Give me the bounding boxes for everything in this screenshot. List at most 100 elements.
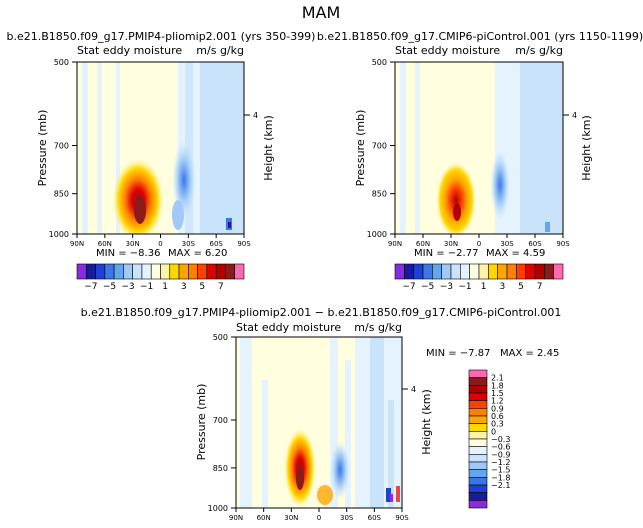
x-tick-label: 30S [340, 514, 354, 522]
colorbar-swatch [468, 385, 488, 394]
colorbar-label: 1 [481, 282, 487, 292]
colorbar-label: 1.2 [491, 397, 504, 406]
colorbar-swatch [468, 369, 488, 378]
colorbar-swatch [450, 263, 461, 280]
panel-1-colorbar: −7 −5 −3 −1 1 3 5 7 [76, 263, 245, 292]
x-tick-label: 30S [182, 240, 196, 248]
colorbar-swatch [468, 469, 488, 478]
colorbar-label: 1.8 [491, 381, 504, 390]
colorbar-swatch [468, 446, 488, 455]
colorbar-label: −1.2 [491, 458, 510, 467]
colorbar-swatch [488, 263, 498, 280]
colorbar-swatch [468, 438, 488, 447]
colorbar-swatch [468, 392, 488, 401]
colorbar-swatch [95, 263, 106, 280]
x-tick-label: 60N [98, 240, 112, 248]
page-title: MAM [302, 3, 341, 22]
colorbar-swatch [404, 263, 414, 280]
x-tick-label: 0 [317, 514, 321, 522]
panel-2-field [395, 62, 563, 234]
colorbar-label: 1.5 [491, 389, 504, 398]
colorbar-label: 7 [218, 282, 224, 292]
x-tick-label: 60S [368, 514, 382, 522]
x-tick-label: 60S [528, 240, 542, 248]
colorbar-swatch [506, 263, 517, 280]
x-tick-label: 30N [126, 240, 140, 248]
colorbar-label: −5 [103, 282, 116, 292]
colorbar-swatch [534, 263, 545, 280]
x-tick-label: 30N [284, 514, 298, 522]
panel-3-y2-tick: 4 [411, 385, 416, 394]
colorbar-swatch [468, 423, 488, 432]
colorbar-swatch [197, 263, 208, 280]
colorbar-swatch [413, 263, 424, 280]
colorbar-label: −1.5 [491, 466, 510, 475]
x-tick-label: 60N [416, 240, 430, 248]
panel-1-title: b.e21.B1850.f09_g17.PMIP4-pliomip2.001 (… [7, 30, 316, 43]
colorbar-label: −3 [440, 282, 453, 292]
panel-3-y2label: Height (km) [420, 389, 433, 455]
colorbar-swatch [178, 263, 189, 280]
colorbar-label: 5 [518, 282, 524, 292]
colorbar-label: 3 [499, 282, 505, 292]
panel-1-left-label: Stat eddy moisture [77, 44, 182, 57]
panel-1-max: MAX = 6.20 [168, 248, 227, 259]
panel-3-colorbar: 2.11.81.51.20.90.60.30−0.3−0.6−0.9−1.2−1… [468, 369, 510, 509]
panel-2: b.e21.B1850.f09_g17.CMIP6-piControl.001 … [317, 30, 643, 292]
panel-2-max: MAX = 4.59 [486, 248, 545, 259]
y-tick-label: 500 [372, 58, 387, 67]
colorbar-swatch [544, 263, 554, 280]
panel-2-right-label: m/s g/kg [515, 44, 563, 57]
panel-1-y2-tick: 4 [253, 111, 258, 120]
y-tick-label: 500 [54, 58, 69, 67]
colorbar-label: 3 [181, 282, 187, 292]
colorbar-label: 1 [162, 282, 168, 292]
y-tick-label: 700 [213, 416, 228, 425]
colorbar-swatch [85, 263, 96, 280]
colorbar-swatch [169, 263, 180, 280]
colorbar-swatch [468, 500, 488, 509]
colorbar-swatch [468, 408, 488, 417]
colorbar-swatch [141, 263, 152, 280]
panel-3-max: MAX = 2.45 [500, 348, 559, 359]
colorbar-label: 0.9 [491, 404, 504, 413]
colorbar-label: −1.8 [491, 473, 510, 482]
colorbar-swatch [469, 263, 480, 280]
colorbar-swatch [468, 492, 488, 501]
panel-1: b.e21.B1850.f09_g17.PMIP4-pliomip2.001 (… [7, 30, 316, 292]
panel-3-left-label: Stat eddy moisture [236, 321, 341, 334]
colorbar-label: 7 [537, 282, 543, 292]
panel-2-min: MIN = −2.77 [414, 248, 478, 259]
colorbar-swatch [206, 263, 217, 280]
colorbar-label: −5 [421, 282, 434, 292]
panel-2-y2-tick: 4 [572, 111, 577, 120]
colorbar-label: 2.1 [491, 374, 504, 383]
colorbar-label: 5 [199, 282, 205, 292]
x-tick-label: 90N [229, 514, 243, 522]
x-tick-label: 90N [388, 240, 402, 248]
panel-2-left-label: Stat eddy moisture [395, 44, 500, 57]
y-tick-label: 700 [372, 141, 387, 150]
panel-2-colorbar: −7 −5 −3 −1 1 3 5 7 [394, 263, 564, 292]
y-tick-label: 1000 [208, 504, 228, 513]
y-tick-label: 850 [372, 190, 387, 199]
colorbar-swatch [468, 454, 488, 463]
panel-1-x-axis: 90N 60N 30N 0 30S 60S 90S [70, 234, 251, 248]
x-tick-label: 0 [158, 240, 162, 248]
colorbar-swatch [525, 263, 536, 280]
panel-3-title: b.e21.B1850.f09_g17.PMIP4-pliomip2.001 −… [81, 306, 562, 319]
colorbar-swatch [460, 263, 470, 280]
colorbar-swatch [113, 263, 124, 280]
colorbar-swatch [553, 263, 564, 280]
panel-1-y-axis: 500 700 850 1000 [49, 58, 77, 239]
y-tick-label: 500 [213, 333, 228, 342]
colorbar-swatch [188, 263, 198, 280]
colorbar-swatch [497, 263, 508, 280]
colorbar-label: −1 [458, 282, 471, 292]
colorbar-label: −0.3 [491, 435, 510, 444]
x-tick-label: 30N [444, 240, 458, 248]
colorbar-label: 0 [491, 427, 496, 436]
panel-3-x-axis: 90N 60N 30N 0 30S 60S 90S [229, 508, 409, 522]
colorbar-swatch [468, 400, 488, 409]
